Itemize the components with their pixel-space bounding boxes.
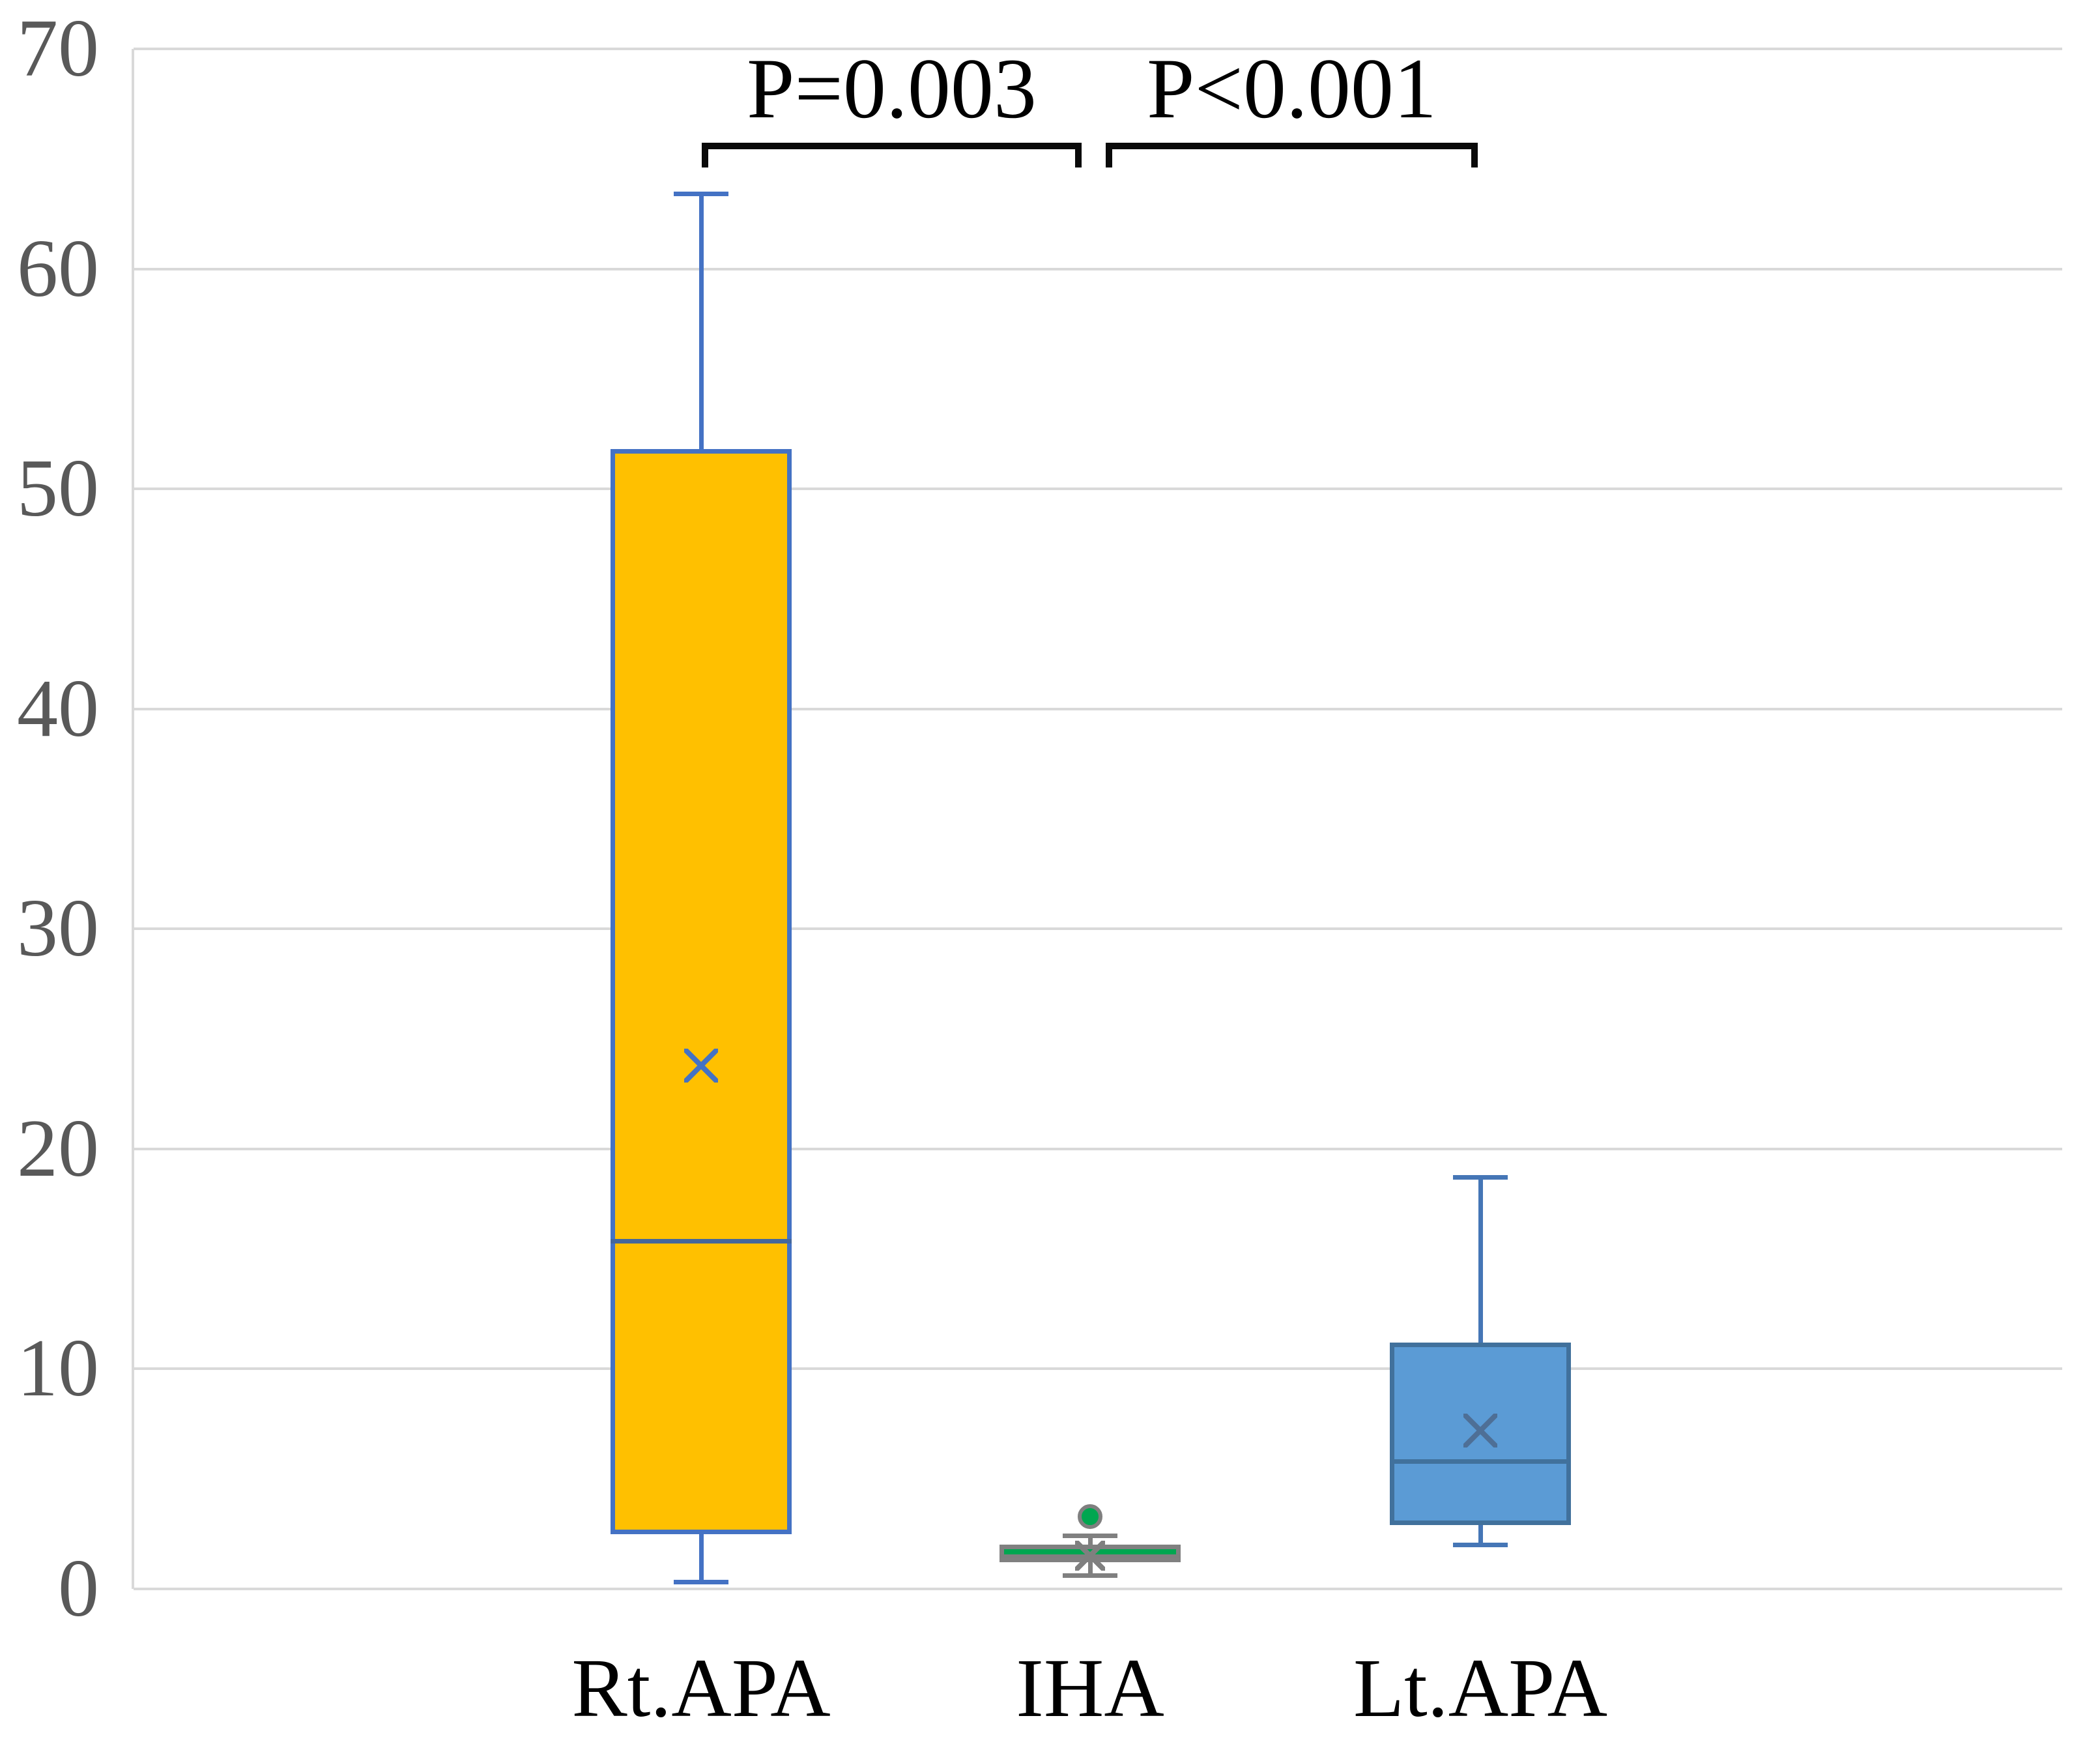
whisker-cap-top-lt-apa [1453, 1175, 1508, 1180]
whisker-lower-iha [1087, 1562, 1093, 1576]
mean-x-icon [682, 1045, 721, 1085]
y-tick-label-10: 10 [17, 1323, 99, 1414]
whisker-cap-top-iha [1063, 1534, 1117, 1539]
gridline-y-10 [134, 1367, 2062, 1371]
whisker-cap-top-rt-apa [674, 192, 728, 197]
gridline-y-0 [134, 1588, 2062, 1590]
mean-marker-iha [1072, 1538, 1108, 1574]
significance-bracket-tick-0-0 [702, 143, 708, 167]
whisker-cap-bottom-lt-apa [1453, 1542, 1508, 1547]
category-label-rt-apa: Rt.APA [571, 1642, 831, 1734]
category-label-lt-apa: Lt.APA [1353, 1642, 1608, 1734]
mean-marker-rt-apa [682, 1045, 721, 1085]
gridline-y-40 [134, 707, 2062, 710]
significance-bracket-bar-1 [1106, 143, 1478, 149]
significance-bracket-tick-1-0 [1106, 143, 1112, 167]
whisker-upper-lt-apa [1478, 1177, 1483, 1343]
category-label-iha: IHA [1016, 1642, 1164, 1734]
mean-marker-lt-apa [1461, 1410, 1500, 1450]
outlier-dot-iha-0 [1078, 1504, 1102, 1529]
whisker-cap-bottom-rt-apa [674, 1580, 728, 1585]
gridline-y-60 [134, 267, 2062, 270]
box-rt-apa [611, 449, 792, 1534]
whisker-lower-rt-apa [698, 1534, 704, 1582]
p-value-label-0: P=0.003 [747, 40, 1037, 136]
mean-x-icon [1072, 1538, 1108, 1574]
median-line-rt-apa [611, 1239, 792, 1244]
whisker-upper-rt-apa [698, 194, 704, 450]
whisker-lower-lt-apa [1478, 1525, 1483, 1545]
y-axis-line [132, 49, 134, 1589]
y-tick-label-50: 50 [17, 443, 99, 534]
gridline-y-70 [134, 48, 2062, 50]
y-tick-label-30: 30 [17, 883, 99, 974]
box-lt-apa [1390, 1342, 1571, 1526]
y-tick-label-60: 60 [17, 223, 99, 314]
y-tick-label-0: 0 [58, 1543, 99, 1634]
median-line-lt-apa [1390, 1459, 1571, 1464]
gridline-y-20 [134, 1147, 2062, 1150]
significance-bracket-tick-1-1 [1471, 143, 1478, 167]
gridline-y-30 [134, 927, 2062, 931]
y-tick-label-70: 70 [17, 3, 99, 94]
whisker-upper-iha [1087, 1535, 1093, 1545]
y-tick-label-20: 20 [17, 1103, 99, 1194]
significance-bracket-tick-0-1 [1075, 143, 1082, 167]
whisker-cap-bottom-iha [1063, 1573, 1117, 1579]
p-value-label-1: P<0.001 [1147, 40, 1437, 136]
y-tick-label-40: 40 [17, 663, 99, 754]
significance-bracket-bar-0 [702, 143, 1082, 149]
gridline-y-50 [134, 487, 2062, 491]
mean-x-icon [1461, 1410, 1500, 1450]
